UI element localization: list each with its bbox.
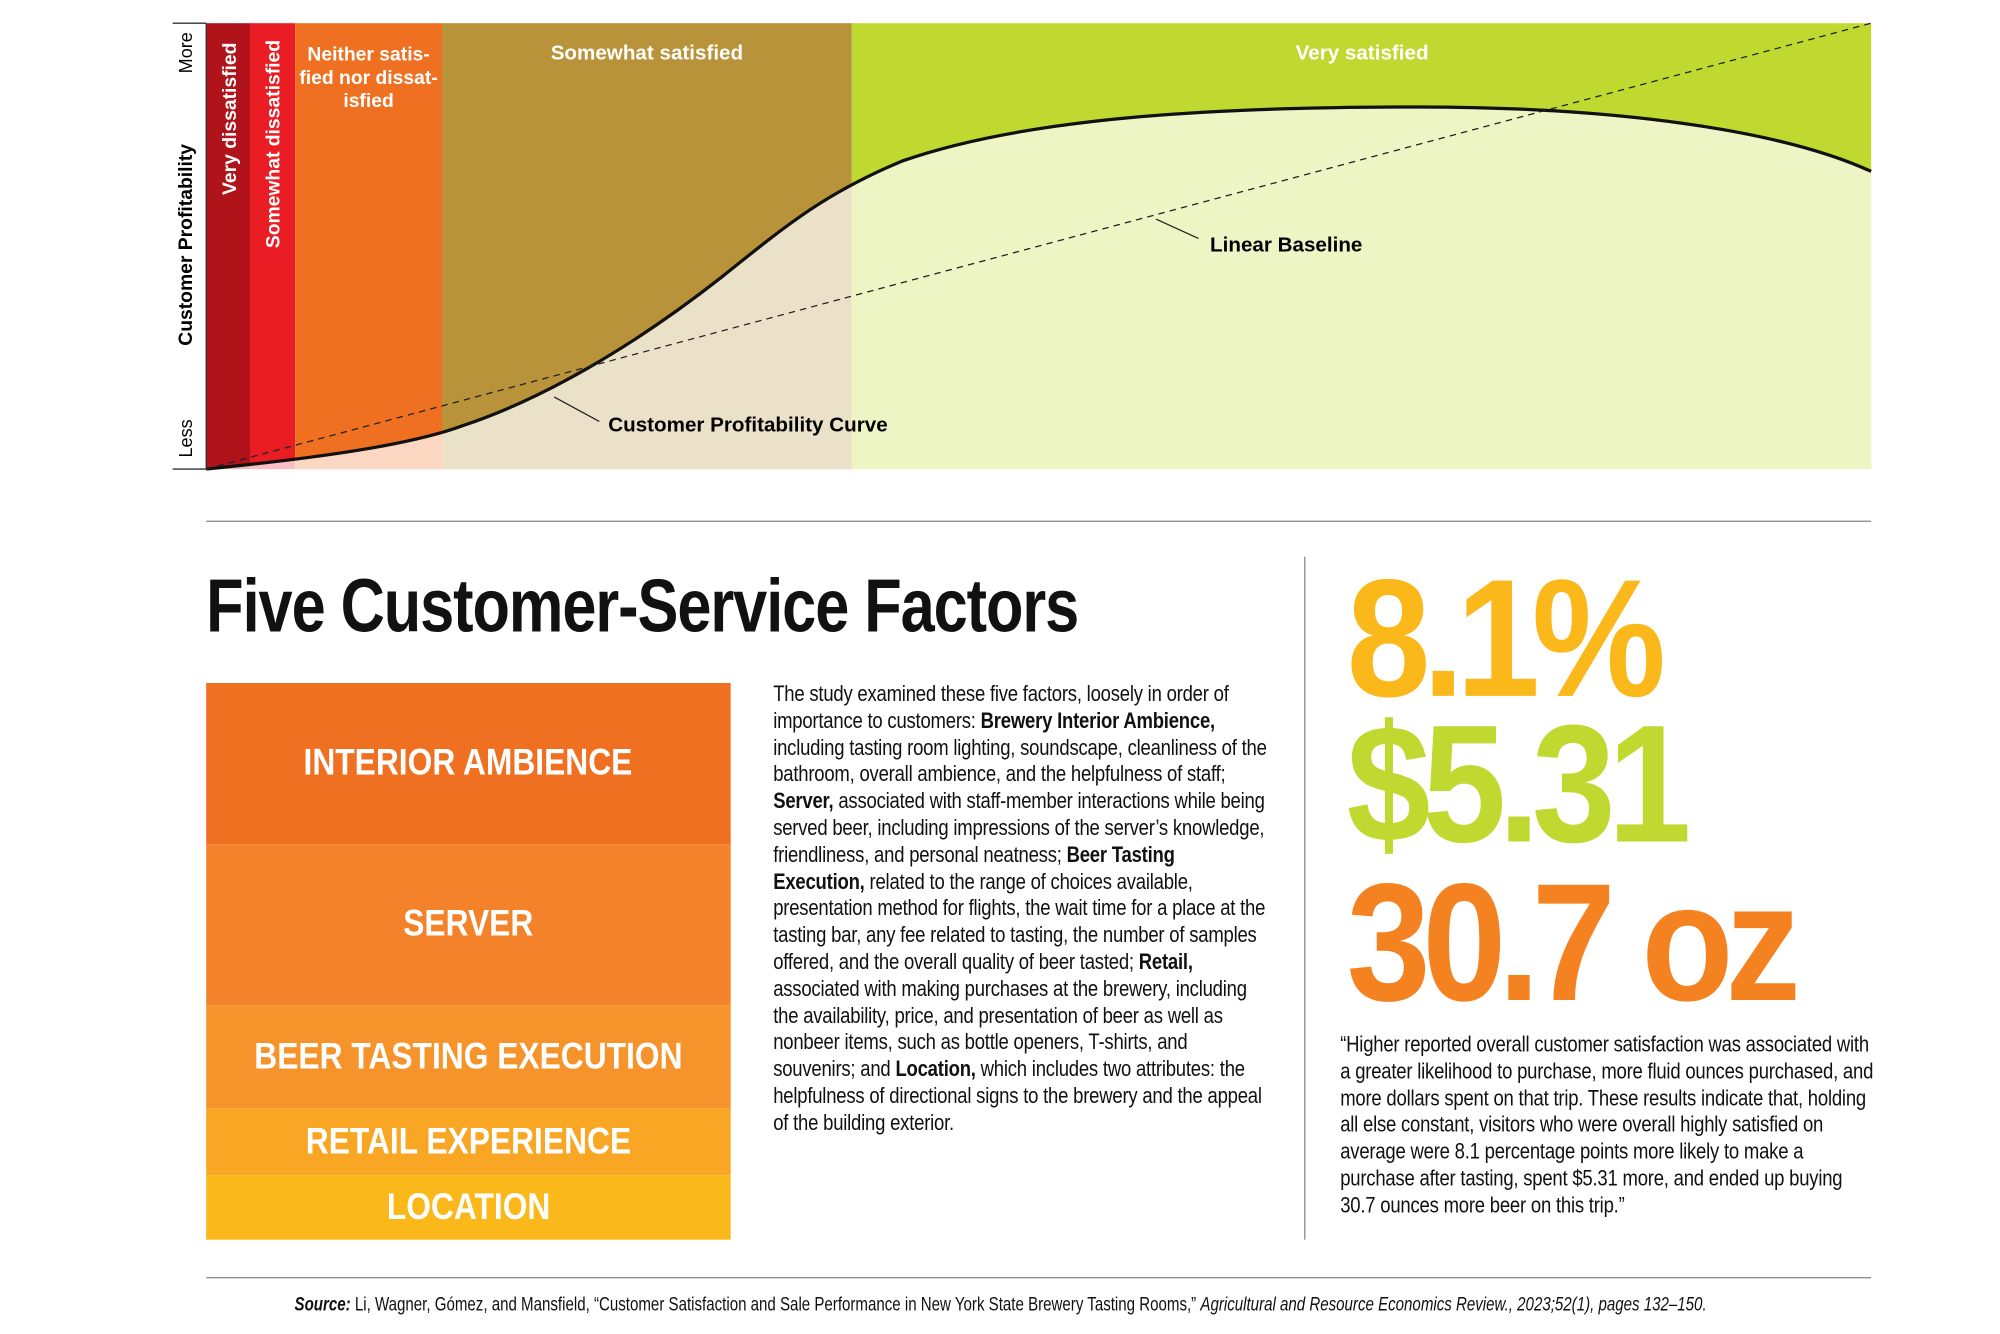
description-text: The study examined these five factors, l… bbox=[773, 680, 1229, 733]
zone-very-dissatisfied bbox=[206, 23, 251, 470]
y-axis-top: More bbox=[176, 32, 196, 73]
description-text: associated with staff-member interaction… bbox=[773, 787, 1265, 867]
zone-label: Somewhat satisfied bbox=[551, 41, 743, 64]
zone-label: Very dissatisfied bbox=[220, 43, 241, 195]
zone-label: Somewhat dissatisfied bbox=[264, 40, 285, 248]
description-bold: Beer Tasting Execution, bbox=[773, 841, 1175, 894]
divider bbox=[206, 1277, 1872, 1279]
zone-label: fied nor dissat- bbox=[299, 68, 437, 89]
y-axis-bottom: Less bbox=[176, 419, 196, 457]
source-line: Source: Li, Wagner, Gómez, and Mansfield… bbox=[0, 1294, 2000, 1316]
profitability-chart: More Less Customer Profitability Very di… bbox=[172, 22, 1872, 471]
source-text: Source: Li, Wagner, Gómez, and Mansfield… bbox=[294, 1294, 1706, 1316]
section-title: Five Customer-Service Factors bbox=[206, 564, 1079, 649]
stat-figure: $5.31 bbox=[1346, 689, 1692, 878]
factor-block: LOCATION bbox=[206, 1175, 731, 1240]
description-bold: Retail, bbox=[1138, 948, 1193, 975]
description-bold: Location, bbox=[895, 1055, 976, 1082]
divider bbox=[206, 520, 1872, 522]
profitability-curve bbox=[206, 105, 1872, 471]
curve-label: Customer Profitability Curve bbox=[608, 414, 887, 437]
column-divider bbox=[1304, 556, 1306, 1240]
zone-somewhat-dissatisfied bbox=[250, 23, 296, 470]
description-text: which includes two attributes: the helpf… bbox=[773, 1055, 1262, 1135]
source-part: Li, Wagner, Gómez, and Mansfield, “Custo… bbox=[350, 1293, 1200, 1316]
zone-neutral bbox=[295, 23, 443, 470]
zone-label: isfied bbox=[343, 91, 393, 112]
y-axis-label: Customer Profitability bbox=[176, 144, 197, 346]
factor-block: INTERIOR AMBIENCE bbox=[206, 682, 731, 845]
baseline-label: Linear Baseline bbox=[1210, 233, 1362, 256]
leader-line bbox=[1155, 218, 1199, 239]
factors-description: The study examined these five factors, l… bbox=[773, 680, 1270, 1136]
factor-block: BEER TASTING EXECUTION bbox=[206, 1005, 731, 1109]
stat-figure: 8.1% bbox=[1346, 543, 1666, 732]
description-bold: Brewery Interior Ambience, bbox=[980, 707, 1216, 733]
curve-area bbox=[206, 106, 1872, 470]
description-text: related to the range of choices availabl… bbox=[773, 868, 1266, 975]
linear-baseline bbox=[206, 22, 1872, 470]
source-part: Agricultural and Resource Economics Revi… bbox=[1199, 1293, 1707, 1316]
quote: “Higher reported overall customer satisf… bbox=[1340, 1030, 1874, 1218]
factor-label: INTERIOR AMBIENCE bbox=[304, 742, 633, 784]
description-text: including tasting room lighting, soundsc… bbox=[773, 734, 1267, 787]
zone-label: Neither satis- bbox=[307, 45, 429, 66]
factor-label: SERVER bbox=[403, 903, 534, 945]
source-part: Source: bbox=[293, 1293, 351, 1316]
description-bold: Server, bbox=[773, 787, 834, 814]
factor-label: LOCATION bbox=[386, 1186, 551, 1228]
factor-label: RETAIL EXPERIENCE bbox=[305, 1120, 632, 1162]
factor-block: RETAIL EXPERIENCE bbox=[206, 1108, 731, 1176]
zone-label: Very satisfied bbox=[1296, 41, 1429, 64]
factor-block: SERVER bbox=[206, 844, 731, 1006]
factor-label: BEER TASTING EXECUTION bbox=[254, 1035, 683, 1077]
leader-line bbox=[553, 396, 600, 422]
description-text: associated with making purchases at the … bbox=[773, 975, 1247, 1082]
stat-figure: 30.7 oz bbox=[1346, 847, 1801, 1037]
